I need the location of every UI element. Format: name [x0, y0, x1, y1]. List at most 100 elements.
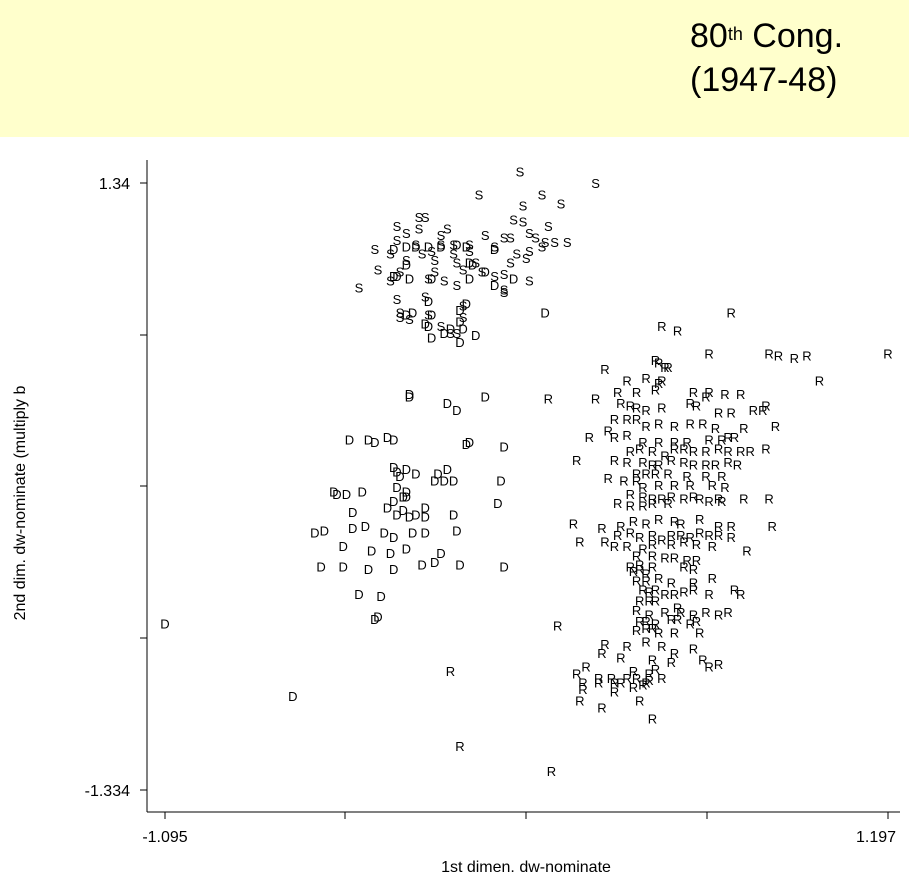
point-r-27: R: [544, 392, 553, 407]
point-r-28: R: [591, 392, 600, 407]
point-r-210: R: [670, 626, 679, 641]
point-d-96: D: [417, 557, 426, 572]
point-d-98: D: [455, 557, 464, 572]
point-r-7: R: [802, 349, 811, 364]
x-axis: -1.095 1.197 1st dimen. dw-nominate: [142, 812, 900, 876]
point-d-51: D: [411, 467, 420, 482]
point-r-18: R: [815, 374, 824, 389]
point-d-94: D: [364, 562, 373, 577]
point-d-74: D: [392, 507, 401, 522]
point-r-8: R: [883, 346, 892, 361]
point-d-68: D: [493, 496, 502, 511]
point-d-27: D: [440, 326, 449, 341]
y-tick-label-bottom: -1.334: [85, 783, 130, 800]
point-d-43: D: [389, 433, 398, 448]
point-r-136: R: [575, 535, 584, 550]
point-r-24: R: [704, 385, 713, 400]
point-r-213: R: [641, 635, 650, 650]
point-d-77: D: [449, 507, 458, 522]
y-axis-label: 2nd dim. dw-nominate (multiply b: [12, 386, 29, 621]
point-r-232: R: [635, 694, 644, 709]
point-r-38: R: [727, 405, 736, 420]
point-d-89: D: [386, 546, 395, 561]
point-r-230: R: [610, 685, 619, 700]
point-r-6: R: [790, 351, 799, 366]
point-r-251: R: [648, 712, 657, 727]
point-r-117: R: [648, 496, 657, 511]
point-d-88: D: [367, 544, 376, 559]
point-d-103: D: [160, 616, 169, 631]
point-r-43: R: [632, 412, 641, 427]
point-s-0: S: [516, 165, 525, 180]
point-d-81: D: [361, 519, 370, 534]
point-r-254: R: [730, 582, 739, 597]
point-d-92: D: [316, 560, 325, 575]
point-d-61: D: [342, 487, 351, 502]
point-s-1: S: [591, 176, 600, 191]
point-d-33: D: [427, 330, 436, 345]
point-r-13: R: [600, 362, 609, 377]
point-r-44: R: [641, 419, 650, 434]
point-d-3: D: [424, 240, 433, 255]
point-d-56: D: [440, 473, 449, 488]
point-r-196: R: [701, 605, 710, 620]
point-r-156: R: [692, 537, 701, 552]
point-d-57: D: [449, 473, 458, 488]
point-r-26: R: [736, 387, 745, 402]
scatter-chart: 1.34 -1.334 2nd dim. dw-nominate (multip…: [0, 137, 909, 876]
title-line-1: 80th Cong.: [690, 14, 843, 58]
point-d-34: D: [471, 328, 480, 343]
point-s-50: S: [500, 267, 509, 282]
point-r-115: R: [626, 498, 635, 513]
point-d-83: D: [389, 530, 398, 545]
point-d-6: D: [462, 240, 471, 255]
point-r-162: R: [670, 551, 679, 566]
point-r-234: R: [676, 605, 685, 620]
title-suffix: th: [728, 24, 743, 44]
point-d-13: D: [392, 269, 401, 284]
point-r-236: R: [657, 639, 666, 654]
point-d-5: D: [452, 237, 461, 252]
point-d-75: D: [405, 510, 414, 525]
point-d-73: D: [383, 501, 392, 516]
title-number: 80: [690, 17, 728, 55]
point-r-1: R: [657, 319, 666, 334]
point-d-72: D: [348, 505, 357, 520]
point-d-104: D: [288, 689, 297, 704]
point-d-22: D: [540, 305, 549, 320]
point-r-248: R: [597, 700, 606, 715]
point-r-250: R: [714, 657, 723, 672]
point-r-50: R: [739, 421, 748, 436]
point-s-3: S: [538, 187, 547, 202]
point-r-39: R: [749, 403, 758, 418]
point-d-7: D: [490, 242, 499, 257]
point-r-129: R: [654, 512, 663, 527]
y-tick-label-top: 1.34: [99, 176, 130, 193]
point-r-111: R: [679, 492, 688, 507]
point-r-243: R: [641, 675, 650, 690]
point-r-123: R: [764, 492, 773, 507]
point-s-59: S: [500, 285, 509, 300]
point-r-89: R: [733, 458, 742, 473]
point-r-52: R: [585, 430, 594, 445]
title-word: Cong.: [752, 17, 843, 55]
point-d-36: D: [405, 387, 414, 402]
title-line-2: (1947-48): [690, 58, 843, 102]
point-d-39: D: [481, 389, 490, 404]
point-r-77: R: [572, 453, 581, 468]
point-r-182: R: [660, 587, 669, 602]
point-r-55: R: [622, 428, 631, 443]
point-r-0: R: [727, 305, 736, 320]
point-r-241: R: [632, 671, 641, 686]
point-d-18: D: [490, 278, 499, 293]
point-d-17: D: [509, 271, 518, 286]
point-d-85: D: [421, 526, 430, 541]
point-d-4: D: [436, 240, 445, 255]
point-d-47: D: [499, 439, 508, 454]
point-d-97: D: [430, 555, 439, 570]
point-r-178: R: [708, 571, 717, 586]
point-r-33: R: [657, 401, 666, 416]
point-r-231: R: [575, 694, 584, 709]
point-d-58: D: [496, 473, 505, 488]
